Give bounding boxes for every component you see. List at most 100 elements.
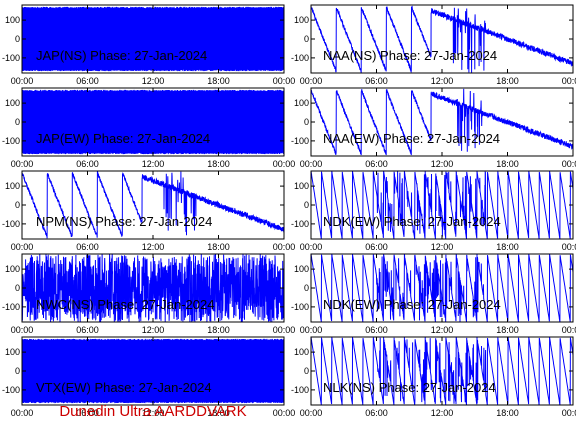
y-tick-label: 100 [294, 347, 309, 357]
x-tick-label: 06:00 [76, 159, 99, 169]
y-tick-label: -100 [2, 219, 20, 229]
x-tick-label: 18:00 [496, 408, 519, 418]
x-tick-label: 06:00 [365, 325, 388, 335]
y-tick-label: -100 [291, 136, 309, 146]
x-tick-label: 18:00 [496, 76, 519, 86]
x-tick-label: 00:00 [11, 76, 34, 86]
x-tick-label: 06:00 [76, 76, 99, 86]
panel-5: 100 0 -100 00:00 06:00 12:00 18:00 00:00 NDK(EW)… [291, 170, 576, 252]
panel-6: 100 0 -100 00:00 06:00 12:00 18:00 00:00 NWC(NS)… [2, 253, 296, 335]
x-tick-label: 12:00 [431, 408, 454, 418]
x-tick-label: 00:00 [11, 408, 34, 418]
x-tick-label: 06:00 [76, 408, 99, 418]
x-tick-label: 00:00 [273, 408, 296, 418]
x-tick-label: 00:00 [300, 76, 323, 86]
x-tick-label: 00:00 [300, 159, 323, 169]
panel-title: VTX(EW) Phase: 27-Jan-2024 [36, 380, 212, 395]
x-tick-label: 00:00 [300, 242, 323, 252]
x-tick-label: 06:00 [365, 242, 388, 252]
x-tick-label: 18:00 [207, 325, 230, 335]
x-tick-label: 00:00 [300, 408, 323, 418]
y-tick-label: 100 [5, 181, 20, 191]
y-tick-label: -100 [291, 385, 309, 395]
y-tick-label: 100 [294, 181, 309, 191]
x-tick-label: 18:00 [207, 76, 230, 86]
phase-trace [311, 171, 573, 239]
y-tick-label: -100 [2, 53, 20, 63]
panel-4: 100 0 -100 00:00 06:00 12:00 18:00 00:00 NPM(NS)… [2, 170, 296, 252]
x-tick-label: 12:00 [431, 76, 454, 86]
panel-title: NWC(NS) Phase: 27-Jan-2024 [36, 297, 214, 312]
x-tick-label: 06:00 [76, 242, 99, 252]
y-tick-label: 0 [304, 366, 309, 376]
panel-9: 100 0 -100 00:00 06:00 12:00 18:00 00:00 NLK(NS)… [291, 336, 576, 418]
phase-trace [311, 5, 573, 73]
x-tick-label: 12:00 [142, 408, 165, 418]
phase-trace [311, 254, 573, 322]
y-tick-label: 0 [304, 34, 309, 44]
panel-title: NPM(NS) Phase: 27-Jan-2024 [36, 214, 212, 229]
panel-0: 100 0 -100 00:00 06:00 12:00 18:00 00:00 JAP(NS)… [2, 4, 296, 86]
y-tick-label: 100 [294, 15, 309, 25]
x-tick-label: 18:00 [496, 325, 519, 335]
x-tick-label: 00:00 [273, 159, 296, 169]
x-tick-label: 12:00 [431, 159, 454, 169]
footer-label: Dunedin Ultra AARDDVARK [59, 403, 247, 420]
panel-title: NLK(NS) Phase: 27-Jan-2024 [323, 380, 496, 395]
x-tick-label: 18:00 [207, 408, 230, 418]
x-tick-label: 00:00 [273, 325, 296, 335]
panel-1: 100 0 -100 00:00 06:00 12:00 18:00 00:00 NAA(NS)… [291, 4, 576, 86]
x-tick-label: 06:00 [365, 159, 388, 169]
x-tick-label: 00:00 [11, 159, 34, 169]
x-tick-label: 00:00 [273, 76, 296, 86]
x-tick-label: 06:00 [365, 408, 388, 418]
x-tick-label: 00:00 [11, 242, 34, 252]
phase-trace [311, 337, 573, 405]
x-tick-label: 12:00 [142, 76, 165, 86]
phase-trace [22, 171, 284, 239]
x-tick-label: 12:00 [431, 242, 454, 252]
panel-title: NAA(EW) Phase: 27-Jan-2024 [323, 131, 500, 146]
x-tick-label: 12:00 [431, 325, 454, 335]
x-tick-label: 18:00 [496, 242, 519, 252]
phase-trace [311, 88, 573, 156]
panel-title: JAP(NS) Phase: 27-Jan-2024 [36, 48, 207, 63]
y-tick-label: 0 [15, 200, 20, 210]
y-tick-label: 100 [5, 264, 20, 274]
panel-title: NAA(NS) Phase: 27-Jan-2024 [323, 48, 497, 63]
y-tick-label: -100 [291, 219, 309, 229]
x-tick-label: 12:00 [142, 325, 165, 335]
y-tick-label: -100 [291, 53, 309, 63]
x-tick-label: 18:00 [207, 159, 230, 169]
y-tick-label: 100 [5, 347, 20, 357]
panel-title: NDK(EW) Phase: 27-Jan-2024 [323, 214, 501, 229]
panel-2: 100 0 -100 00:00 06:00 12:00 18:00 00:00 JAP(EW)… [2, 87, 296, 169]
phase-trace [22, 254, 284, 322]
panel-title: JAP(EW) Phase: 27-Jan-2024 [36, 131, 210, 146]
x-tick-label: 00:00 [562, 408, 576, 418]
x-tick-label: 00:00 [562, 159, 576, 169]
x-tick-label: 18:00 [496, 159, 519, 169]
panel-8: 100 0 -100 00:00 06:00 12:00 18:00 00:00 VTX(EW)… [2, 336, 296, 418]
x-tick-label: 00:00 [300, 325, 323, 335]
x-tick-label: 12:00 [142, 159, 165, 169]
y-tick-label: 0 [15, 366, 20, 376]
y-tick-label: 0 [304, 283, 309, 293]
x-tick-label: 00:00 [562, 242, 576, 252]
x-tick-label: 18:00 [207, 242, 230, 252]
y-tick-label: -100 [2, 385, 20, 395]
x-tick-label: 06:00 [76, 325, 99, 335]
x-tick-label: 00:00 [562, 76, 576, 86]
x-tick-label: 00:00 [273, 242, 296, 252]
y-tick-label: 100 [5, 98, 20, 108]
y-tick-label: 100 [294, 98, 309, 108]
y-tick-label: 0 [15, 283, 20, 293]
y-tick-label: -100 [291, 302, 309, 312]
x-tick-label: 00:00 [11, 325, 34, 335]
x-tick-label: 00:00 [562, 325, 576, 335]
y-tick-label: -100 [2, 136, 20, 146]
x-tick-label: 06:00 [365, 76, 388, 86]
panel-title: NDK(EW) Phase: 27-Jan-2024 [323, 297, 501, 312]
y-tick-label: 0 [15, 117, 20, 127]
